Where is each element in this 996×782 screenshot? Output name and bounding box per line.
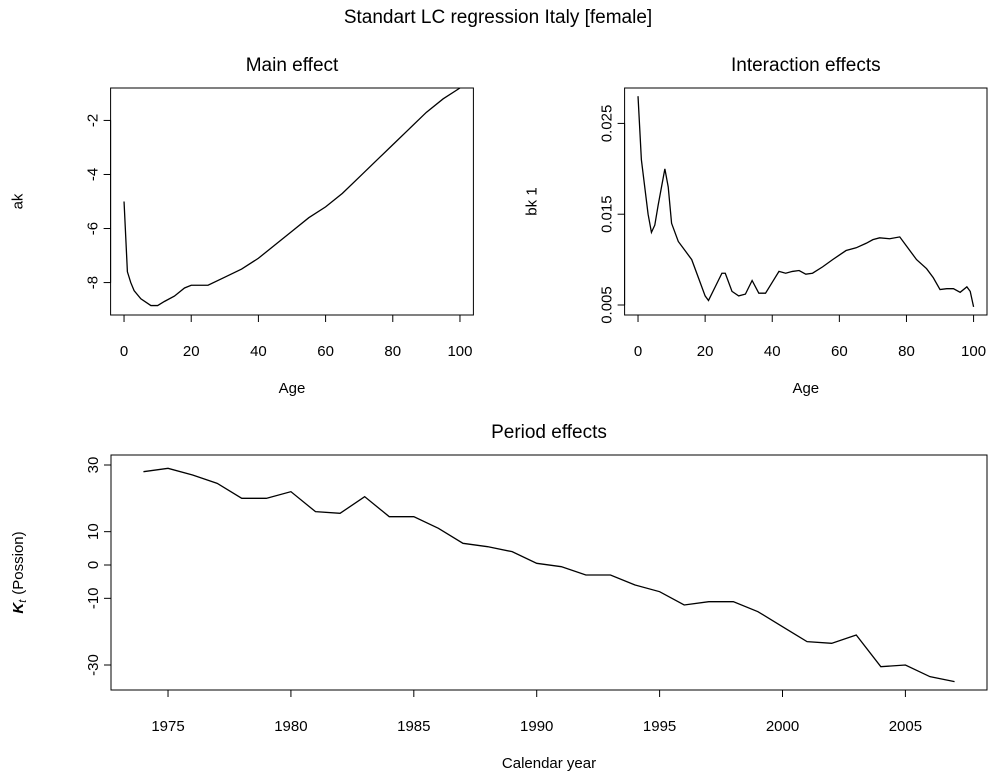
y-tick-label: -2	[85, 114, 102, 127]
panel-title: Interaction effects	[731, 55, 881, 76]
x-tick-label: 1995	[643, 718, 676, 735]
y-tick-label: -10	[85, 587, 102, 609]
x-tick-label: 40	[250, 343, 267, 360]
x-tick-label: 80	[384, 343, 401, 360]
x-axis-title: Age	[279, 380, 306, 397]
x-tick-label: 1985	[397, 718, 430, 735]
y-tick-label: 0.025	[599, 105, 616, 143]
y-tick-label: 0.005	[599, 286, 616, 324]
y-tick-label: 0	[85, 561, 102, 569]
panel-title: Period effects	[491, 422, 607, 443]
x-tick-label: 1990	[520, 718, 553, 735]
y-axis-title: Kt (Possion)	[10, 531, 29, 613]
y-axis-subscript: t	[17, 599, 29, 603]
figure-title: Standart LC regression Italy [female]	[344, 7, 652, 28]
x-tick-label: 60	[831, 343, 848, 360]
y-axis-title: ak	[10, 193, 27, 209]
x-tick-label: 100	[447, 343, 472, 360]
y-tick-label: 0.015	[599, 195, 616, 233]
plot-box	[110, 87, 474, 316]
plot-box	[110, 454, 988, 691]
y-axis-title: bk 1	[524, 187, 541, 215]
x-tick-label: 0	[634, 343, 642, 360]
y-tick-label: -6	[85, 222, 102, 235]
y-tick-label: 10	[85, 523, 102, 540]
y-tick-label: -8	[85, 276, 102, 289]
y-tick-label: -30	[85, 654, 102, 676]
x-tick-label: 1975	[151, 718, 184, 735]
y-axis-symbol: K	[10, 602, 27, 614]
y-axis-text: (Possion)	[10, 531, 27, 594]
x-axis-title: Age	[792, 380, 819, 397]
x-tick-label: 100	[961, 343, 986, 360]
x-tick-label: 80	[898, 343, 915, 360]
plot-box	[624, 87, 988, 316]
x-axis-title: Calendar year	[502, 755, 596, 772]
x-tick-label: 1980	[274, 718, 307, 735]
x-tick-label: 40	[764, 343, 781, 360]
x-tick-label: 2005	[889, 718, 922, 735]
data-line	[143, 467, 955, 683]
x-tick-label: 20	[697, 343, 714, 360]
x-tick-label: 0	[120, 343, 128, 360]
x-tick-label: 2000	[766, 718, 799, 735]
x-tick-label: 60	[317, 343, 334, 360]
x-tick-label: 20	[183, 343, 200, 360]
y-tick-label: 30	[85, 457, 102, 474]
y-tick-label: -4	[85, 168, 102, 181]
data-line	[637, 96, 975, 307]
panel-title: Main effect	[246, 55, 339, 76]
data-line	[123, 87, 461, 307]
